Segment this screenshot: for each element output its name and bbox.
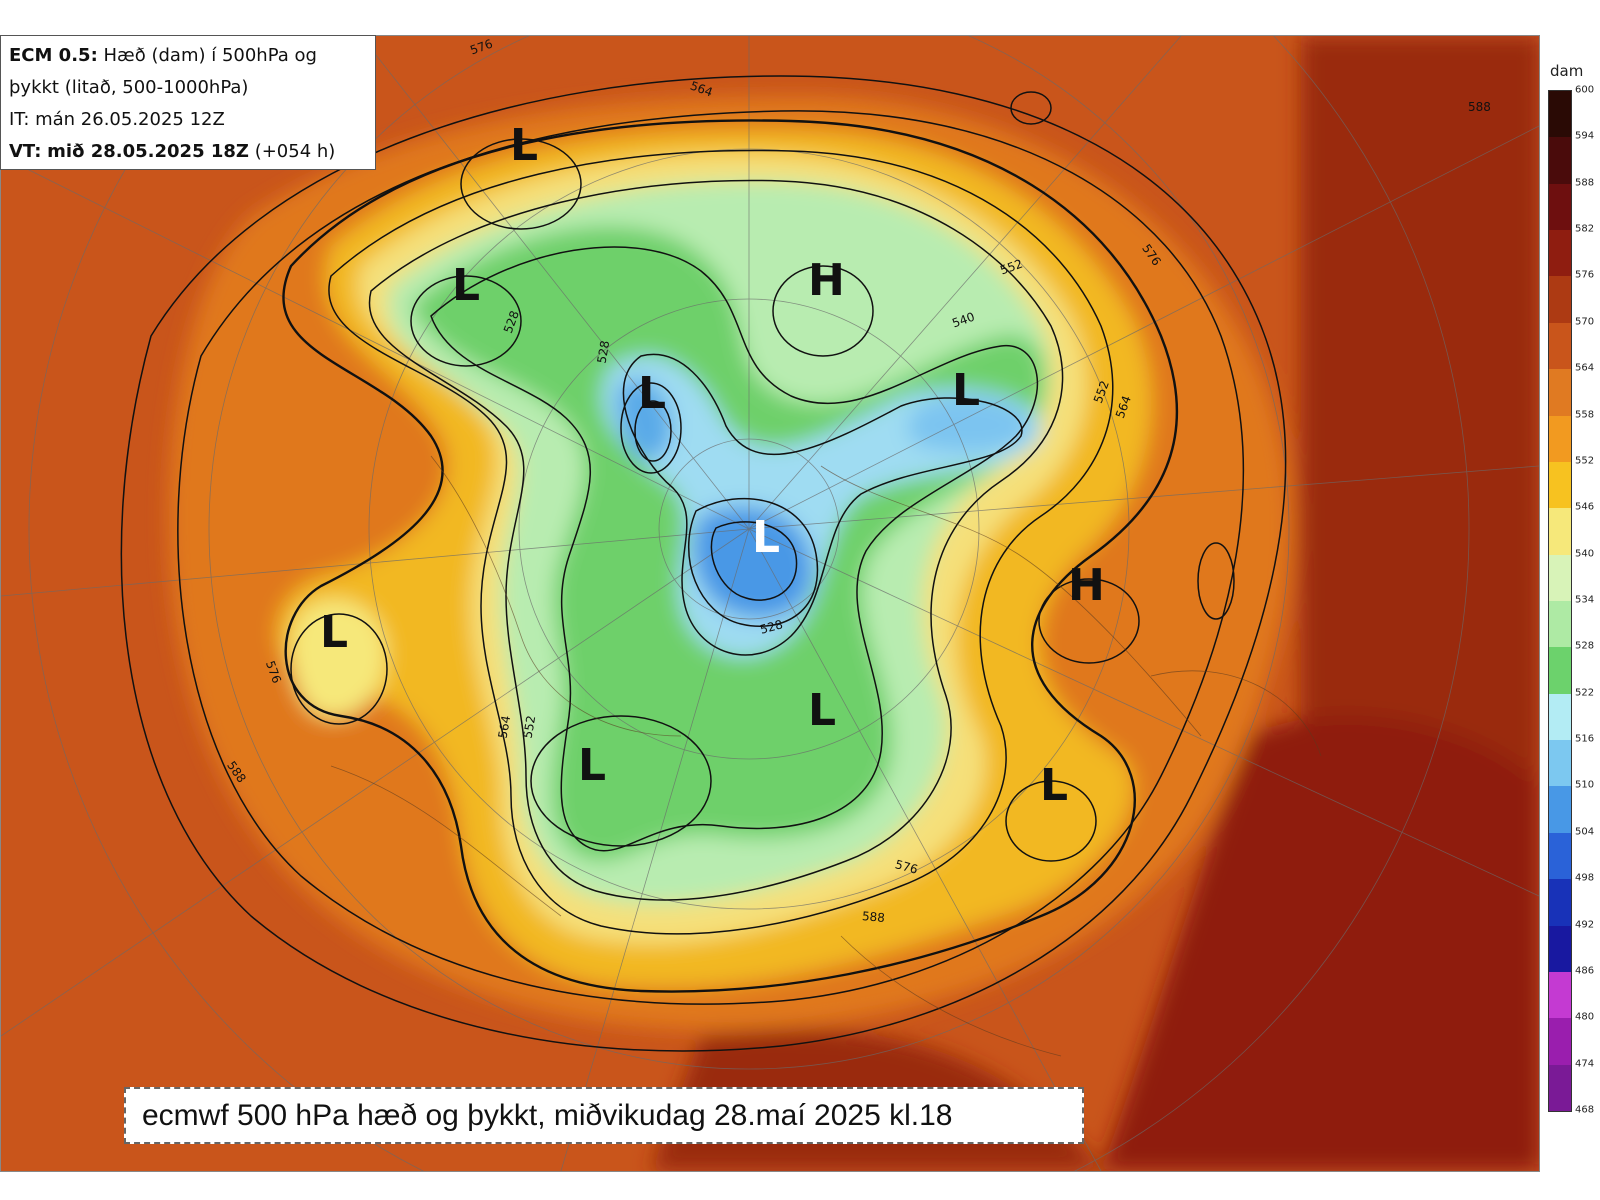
coastlines [330, 455, 1322, 1057]
colorbar-tick-label: 588 [1575, 177, 1595, 189]
colorbar-segment [1549, 879, 1571, 927]
low-center: L [452, 260, 481, 311]
info-box: ECM 0.5: Hæð (dam) í 500hPa og þykkt (li… [0, 35, 376, 170]
contour-outer [120, 75, 1287, 1052]
low-center: L [752, 512, 781, 563]
contour-low-canada [620, 382, 682, 474]
colorbar-segment [1549, 230, 1571, 277]
low-center: L [510, 120, 539, 171]
colorbar-tick-label: 492 [1575, 919, 1595, 931]
colorbar-segment [1549, 925, 1571, 973]
low-center: L [952, 365, 981, 416]
colorbar-tick-label: 582 [1575, 223, 1595, 235]
contour-label: 588 [861, 909, 886, 925]
colorbar-tick-label: 480 [1575, 1011, 1595, 1023]
colorbar-segment [1549, 740, 1571, 787]
colorbar-segment [1549, 1064, 1571, 1112]
colorbar-segment [1549, 461, 1571, 509]
colorbar-tick-label: 510 [1575, 779, 1595, 791]
colorbar-segment [1549, 832, 1571, 880]
high-center: H [1068, 560, 1105, 611]
colorbar-segment [1549, 971, 1571, 1019]
colorbar-segment [1549, 137, 1571, 185]
colorbar-tick-label: 468 [1575, 1104, 1595, 1116]
contour-564 [328, 149, 1114, 935]
low-center: L [320, 607, 349, 658]
colorbar-segment [1549, 276, 1571, 324]
high-center: H [808, 255, 845, 306]
thickness-dark-southeast [1101, 715, 1539, 1171]
colorbar-tick-label: 474 [1575, 1058, 1595, 1070]
colorbar-tick-label: 576 [1575, 269, 1595, 281]
weather-map [0, 35, 1540, 1172]
colorbar-tick-label: 516 [1575, 733, 1595, 745]
low-center: L [1040, 760, 1069, 811]
colorbar-segment [1549, 508, 1571, 556]
colorbar [1548, 90, 1572, 1112]
thickness-blue-east [907, 395, 1031, 452]
contour-label: 588 [1468, 100, 1491, 114]
contour-high-asia [1038, 578, 1140, 664]
colorbar-tick-label: 486 [1575, 965, 1595, 977]
colorbar-segment [1549, 647, 1571, 695]
caption: ecmwf 500 hPa hæð og þykkt, miðvikudag 2… [124, 1087, 1084, 1144]
thickness-blue-west [616, 379, 672, 460]
info-line-1: ECM 0.5: Hæð (dam) í 500hPa og [9, 40, 367, 72]
vt-value: mið 28.05.2025 18Z [47, 141, 249, 162]
colorbar-tick-label: 534 [1575, 594, 1595, 606]
info-line-2: þykkt (litað, 500-1000hPa) [9, 77, 249, 98]
colorbar-tick-label: 558 [1575, 409, 1595, 421]
field-description: Hæð (dam) í 500hPa og [103, 45, 317, 66]
vt-offset: (+054 h) [254, 141, 336, 162]
colorbar-segment [1549, 415, 1571, 463]
model-name: ECM 0.5: [9, 45, 98, 66]
height-contours [120, 75, 1287, 1052]
contour-north-small [1010, 91, 1052, 125]
contour-552 [368, 179, 1064, 901]
colorbar-tick-label: 600 [1575, 84, 1595, 96]
contour-low-atlantic [290, 613, 388, 725]
contour-pole-2 [710, 521, 798, 601]
low-center: L [808, 685, 837, 736]
colorbar-segment [1549, 91, 1571, 138]
colorbar-tick-label: 498 [1575, 872, 1595, 884]
contour-588 [177, 110, 1245, 1005]
colorbar-tick-label: 546 [1575, 501, 1595, 513]
colorbar-tick-label: 522 [1575, 687, 1595, 699]
colorbar-segment [1549, 1018, 1571, 1066]
colorbar-tick-label: 594 [1575, 130, 1595, 142]
contour-pole-1 [687, 497, 819, 628]
contour-high-pacific [772, 265, 874, 357]
colorbar-tick-label: 564 [1575, 362, 1595, 374]
colorbar-segment [1549, 322, 1571, 370]
contour-low-east [1005, 780, 1097, 862]
contour-low-nw [410, 275, 522, 367]
contour-low-canada-inner [634, 400, 672, 462]
colorbar-tick-label: 552 [1575, 455, 1595, 467]
low-center: L [578, 740, 607, 791]
colorbar-unit: dam [1550, 62, 1584, 80]
contour-low-north [460, 138, 582, 230]
colorbar-segment [1549, 183, 1571, 231]
contour-576 [282, 119, 1179, 993]
colorbar-segment [1549, 554, 1571, 602]
colorbar-tick-label: 540 [1575, 548, 1595, 560]
contour-low-sw [530, 715, 712, 847]
colorbar-tick-label: 504 [1575, 826, 1595, 838]
graticule [1, 36, 1539, 1171]
colorbar-tick-label: 570 [1575, 316, 1595, 328]
colorbar-tick-label: 528 [1575, 640, 1595, 652]
valid-time: VT: mið 28.05.2025 18Z (+054 h) [9, 136, 367, 168]
vt-label: VT: [9, 141, 42, 162]
colorbar-segment [1549, 786, 1571, 834]
contour-540 [430, 246, 1039, 852]
low-center: L [638, 368, 667, 419]
initial-time: IT: mán 26.05.2025 12Z [9, 109, 225, 130]
colorbar-segment [1549, 693, 1571, 741]
contour-east-small [1197, 542, 1235, 620]
contour-528 [622, 353, 1023, 656]
colorbar-segment [1549, 369, 1571, 417]
colorbar-segment [1549, 601, 1571, 648]
thickness-yellow-patch-west [290, 598, 387, 718]
